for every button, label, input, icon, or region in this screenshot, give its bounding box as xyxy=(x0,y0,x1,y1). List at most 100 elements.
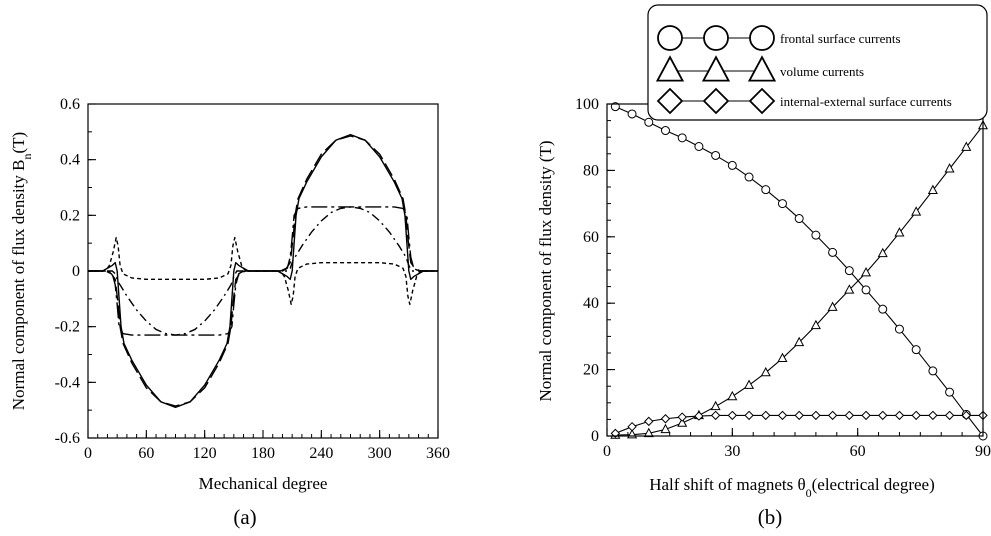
chart-b-legend: frontal surface currents volume currents i… xyxy=(647,4,988,121)
x-tick-label: 30 xyxy=(724,443,740,460)
chart-b-series-3-point xyxy=(694,411,704,421)
chart-b-series-1-line xyxy=(615,106,984,437)
chart-b-series-3-point xyxy=(811,410,821,421)
chart-a-x-axis-label: Mechanical degree xyxy=(199,474,328,493)
y-tick-label: 0.2 xyxy=(60,207,80,224)
chart-b-series-2-point xyxy=(944,163,955,173)
chart-a-tick-labels: 0 60 120 180 240 300 360 -0.6 -0.4 -0.2 0 0.2 0.4 0.6 xyxy=(55,96,450,462)
chart-b-series-3-point xyxy=(911,410,921,421)
chart-b-series-2-line xyxy=(615,125,984,436)
legend-label-2: volume currents xyxy=(780,64,864,79)
chart-b-series-2-point xyxy=(911,206,922,216)
chart-b-series-3-point xyxy=(844,410,855,421)
x-tick-label: 180 xyxy=(251,445,275,462)
chart-a-series-3-line xyxy=(88,236,438,306)
chart-b-y-axis-label: Normal component of flux density (T) xyxy=(536,140,555,401)
chart-b-series-1-point xyxy=(945,387,955,397)
x-tick-label: 60 xyxy=(850,443,866,460)
chart-b-series-1-point xyxy=(828,247,838,257)
legend-marker-diamond-icon xyxy=(748,87,776,115)
chart-a-series-4-line xyxy=(88,206,438,336)
legend-marker-triangle-icon xyxy=(701,55,731,82)
y-tick-label: -0.4 xyxy=(55,374,80,391)
legend-marker-circle-icon xyxy=(657,25,683,51)
legend-label-3: internal-external surface currents xyxy=(780,94,952,109)
x-tick-label: 0 xyxy=(603,443,611,460)
chart-b-series-3-point xyxy=(894,410,905,421)
chart-b-series-3-point xyxy=(627,421,637,432)
chart-b-series-3-point xyxy=(794,410,804,421)
chart-b-series-3-point xyxy=(928,410,938,421)
legend-marker-circle-icon xyxy=(703,25,729,51)
chart-b-series-3-point xyxy=(777,410,788,421)
chart-b-series-3-point xyxy=(944,410,955,421)
chart-a-series xyxy=(88,133,438,409)
chart-b-series-2-point xyxy=(844,284,855,294)
chart-b-series-2-point xyxy=(827,301,838,311)
chart-b-series-3-point xyxy=(878,410,888,421)
chart-b-series-1-point xyxy=(711,150,721,160)
chart-a-plot-frame xyxy=(87,103,439,439)
chart-b-series-1-point xyxy=(744,172,754,182)
y-tick-label: -0.2 xyxy=(55,319,80,336)
chart-b-series-2-point xyxy=(710,400,721,411)
chart-b-plot-frame xyxy=(606,103,984,437)
chart-b-series-3-point xyxy=(961,410,971,421)
y-tick-label: 60 xyxy=(583,229,599,246)
chart-b-series-2-point xyxy=(777,352,788,363)
chart-b-tick-labels: 0 30 60 90 0 20 40 60 80 100 xyxy=(575,96,991,460)
legend-marker-diamond-icon xyxy=(702,87,730,115)
chart-b-series-1-point xyxy=(844,266,854,276)
chart-b-series-2-point xyxy=(660,423,671,434)
legend-label-1: frontal surface currents xyxy=(780,31,901,46)
chart-b-series-2-point xyxy=(794,336,805,347)
chart-b-series-1-point xyxy=(677,133,687,143)
chart-b-series-2-point xyxy=(760,366,771,377)
chart-b-series-3-point xyxy=(610,428,621,439)
chart-b-series-1-point xyxy=(928,366,938,376)
y-tick-label: 40 xyxy=(583,295,599,312)
chart-b-series-1-point xyxy=(627,109,637,119)
chart-b-series-1-point xyxy=(694,141,704,151)
y-tick-label: 20 xyxy=(583,362,599,379)
chart-b-series-1-point xyxy=(644,117,654,127)
x-tick-label: 60 xyxy=(138,445,154,462)
chart-a: 0 60 120 180 240 300 360 -0.6 -0.4 -0.2 0 0.2 0.4 0.6… xyxy=(9,96,450,529)
chart-b-series-3-point xyxy=(660,414,671,424)
chart-b-series-1-point xyxy=(761,185,771,195)
chart-b-x-axis-label: Half shift of magnets θ0(electrical degr… xyxy=(649,475,935,500)
x-tick-label: 240 xyxy=(309,445,333,462)
chart-b-series-1-point xyxy=(811,230,821,240)
chart-b-series-1-point xyxy=(878,304,888,314)
legend-marker-triangle-icon xyxy=(655,55,685,82)
chart-b-series-2-point xyxy=(961,141,972,151)
chart-b-series-2-point xyxy=(677,417,688,427)
y-tick-label: -0.6 xyxy=(55,430,80,447)
chart-b: 0 30 60 90 0 20 40 60 80 100 Half shift of magnet… xyxy=(536,4,991,529)
chart-b-series-1-point xyxy=(794,214,804,224)
x-tick-label: 120 xyxy=(193,445,217,462)
chart-b-series xyxy=(610,102,989,441)
y-tick-label: 0.4 xyxy=(60,152,80,169)
chart-b-series-2-point xyxy=(877,247,888,258)
chart-b-series-1-point xyxy=(894,324,904,334)
chart-b-series-2-point xyxy=(894,227,905,237)
chart-b-series-3-point xyxy=(677,412,687,422)
chart-a-series-5-line xyxy=(88,206,438,336)
chart-b-ticks xyxy=(606,103,984,437)
x-tick-label: 300 xyxy=(368,445,392,462)
chart-b-series-2-point xyxy=(860,266,872,277)
chart-b-series-3-point xyxy=(710,410,721,421)
chart-b-series-2-point xyxy=(727,390,738,401)
chart-b-series-3-point xyxy=(727,410,738,421)
chart-b-panel-label: (b) xyxy=(758,505,783,529)
chart-b-series-2-point xyxy=(744,379,755,389)
chart-b-series-3-point xyxy=(861,410,871,421)
chart-b-series-1-point xyxy=(777,199,787,209)
chart-b-series-1-point xyxy=(861,285,871,295)
chart-b-series-1-point xyxy=(727,160,737,170)
chart-b-series-3-point xyxy=(644,416,654,427)
y-tick-label: 0 xyxy=(72,263,80,280)
chart-b-series-3-point xyxy=(761,410,771,421)
